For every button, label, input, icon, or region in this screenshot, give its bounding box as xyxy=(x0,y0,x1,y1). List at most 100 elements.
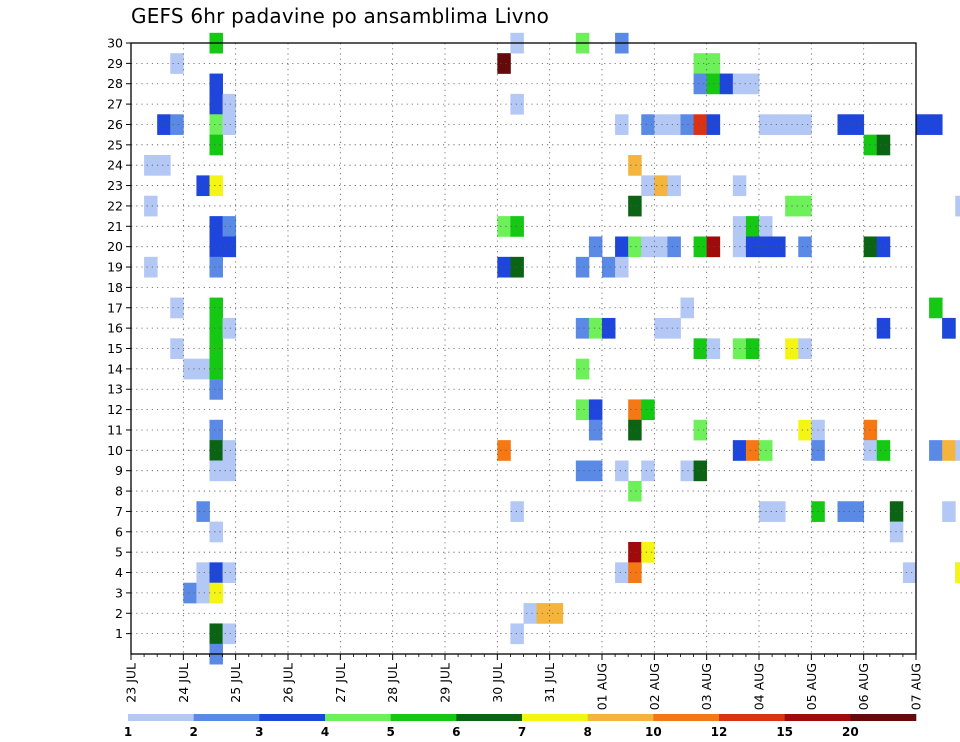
heatmap-cell xyxy=(693,338,708,359)
colorbar-label: 8 xyxy=(583,725,591,739)
x-tick-label: 28 JUL xyxy=(385,663,400,703)
heatmap-cell xyxy=(222,623,237,645)
heatmap-cell xyxy=(196,562,210,584)
heatmap-cell xyxy=(209,521,223,543)
y-tick-label: 11 xyxy=(107,422,123,437)
heatmap-cell xyxy=(144,256,158,278)
heatmap-cell xyxy=(575,358,590,380)
heatmap-cell xyxy=(615,236,629,258)
heatmap-cell xyxy=(549,603,564,624)
heatmap-cell xyxy=(209,114,223,135)
colorbar-swatch xyxy=(325,714,391,721)
heatmap-cell xyxy=(641,541,655,563)
heatmap-cell xyxy=(222,114,237,135)
heatmap-cell xyxy=(222,216,237,237)
heatmap-cell xyxy=(209,256,223,278)
heatmap-cell xyxy=(628,541,642,563)
x-tick-label: 31 JUL xyxy=(542,663,557,703)
heatmap-cell xyxy=(222,236,237,258)
colorbar-swatch xyxy=(522,714,588,721)
heatmap-cell xyxy=(745,73,760,95)
heatmap-cell xyxy=(209,317,223,339)
heatmap-cell xyxy=(628,195,642,217)
colorbar-swatch xyxy=(259,714,326,721)
cells-layer xyxy=(144,32,960,665)
heatmap-cell xyxy=(667,114,681,135)
heatmap-cell xyxy=(209,562,223,584)
heatmap-cell xyxy=(209,134,223,156)
heatmap-cell xyxy=(654,236,668,258)
heatmap-cell xyxy=(144,195,158,217)
y-tick-label: 27 xyxy=(107,97,123,112)
heatmap-cell xyxy=(772,501,786,522)
heatmap-cell xyxy=(693,114,708,135)
heatmap-cell xyxy=(628,399,642,421)
x-tick-label: 25 JUL xyxy=(228,663,243,703)
heatmap-cell xyxy=(641,460,655,482)
heatmap-cell xyxy=(745,440,760,461)
heatmap-cell xyxy=(209,379,223,400)
y-tick-label: 15 xyxy=(107,341,123,356)
x-tick-label: 29 JUL xyxy=(438,663,453,703)
heatmap-cell xyxy=(850,501,865,522)
colorbar-label: 7 xyxy=(518,725,526,739)
heatmap-cell xyxy=(575,460,590,482)
heatmap-cell xyxy=(602,256,616,278)
heatmap-cell xyxy=(222,317,237,339)
heatmap-cell xyxy=(222,562,237,584)
heatmap-cell xyxy=(955,562,960,584)
heatmap-cell xyxy=(667,175,681,197)
heatmap-cell xyxy=(680,297,694,319)
heatmap-cell xyxy=(523,603,537,624)
x-tick-label: 06 AUG xyxy=(856,663,871,710)
colorbar-swatch xyxy=(850,714,917,721)
heatmap-cell xyxy=(510,623,524,645)
heatmap-cell xyxy=(209,419,223,441)
colorbar-label: 2 xyxy=(189,725,197,739)
y-tick-label: 21 xyxy=(107,219,123,234)
heatmap-cell xyxy=(157,155,171,176)
colorbar-swatch xyxy=(456,714,523,721)
heatmap-cell xyxy=(628,155,642,176)
heatmap-cell xyxy=(588,460,603,482)
y-tick-label: 22 xyxy=(107,198,123,213)
y-tick-label: 5 xyxy=(115,545,123,560)
heatmap-cell xyxy=(942,440,956,461)
heatmap-cell xyxy=(628,480,642,502)
heatmap-cell xyxy=(209,358,223,380)
heatmap-cell xyxy=(209,216,223,237)
heatmap-cell xyxy=(798,114,812,135)
colorbar-label: 6 xyxy=(452,725,460,739)
heatmap-cell xyxy=(680,114,694,135)
heatmap-cell xyxy=(929,440,943,461)
heatmap-cell xyxy=(209,440,223,461)
colorbar-label: 10 xyxy=(645,725,662,739)
heatmap-cell xyxy=(196,582,210,604)
x-tick-label: 30 JUL xyxy=(490,663,505,703)
heatmap-cell xyxy=(641,175,655,197)
heatmap-cell xyxy=(209,297,223,319)
x-tick-label: 05 AUG xyxy=(804,663,819,710)
heatmap-cell xyxy=(497,216,511,237)
heatmap-cell xyxy=(615,256,629,278)
y-tick-label: 6 xyxy=(115,524,123,539)
heatmap-cell xyxy=(693,460,708,482)
heatmap-cell xyxy=(536,603,551,624)
y-axis: 1234567891011121314151617181920212223242… xyxy=(107,36,131,641)
colorbar-swatch xyxy=(390,714,457,721)
x-tick-label: 07 AUG xyxy=(909,663,924,710)
y-tick-label: 17 xyxy=(107,300,123,315)
heatmap-cell xyxy=(876,317,891,339)
heatmap-cell xyxy=(798,419,812,441)
y-tick-label: 9 xyxy=(115,463,123,478)
heatmap-cell xyxy=(667,317,681,339)
heatmap-cell xyxy=(929,114,943,135)
heatmap-cell xyxy=(183,358,197,380)
heatmap-cell xyxy=(654,175,668,197)
heatmap-cell xyxy=(222,440,237,461)
heatmap-cell xyxy=(772,114,786,135)
heatmap-cell xyxy=(798,236,812,258)
heatmap-cell xyxy=(510,501,524,522)
y-tick-label: 20 xyxy=(107,239,123,254)
